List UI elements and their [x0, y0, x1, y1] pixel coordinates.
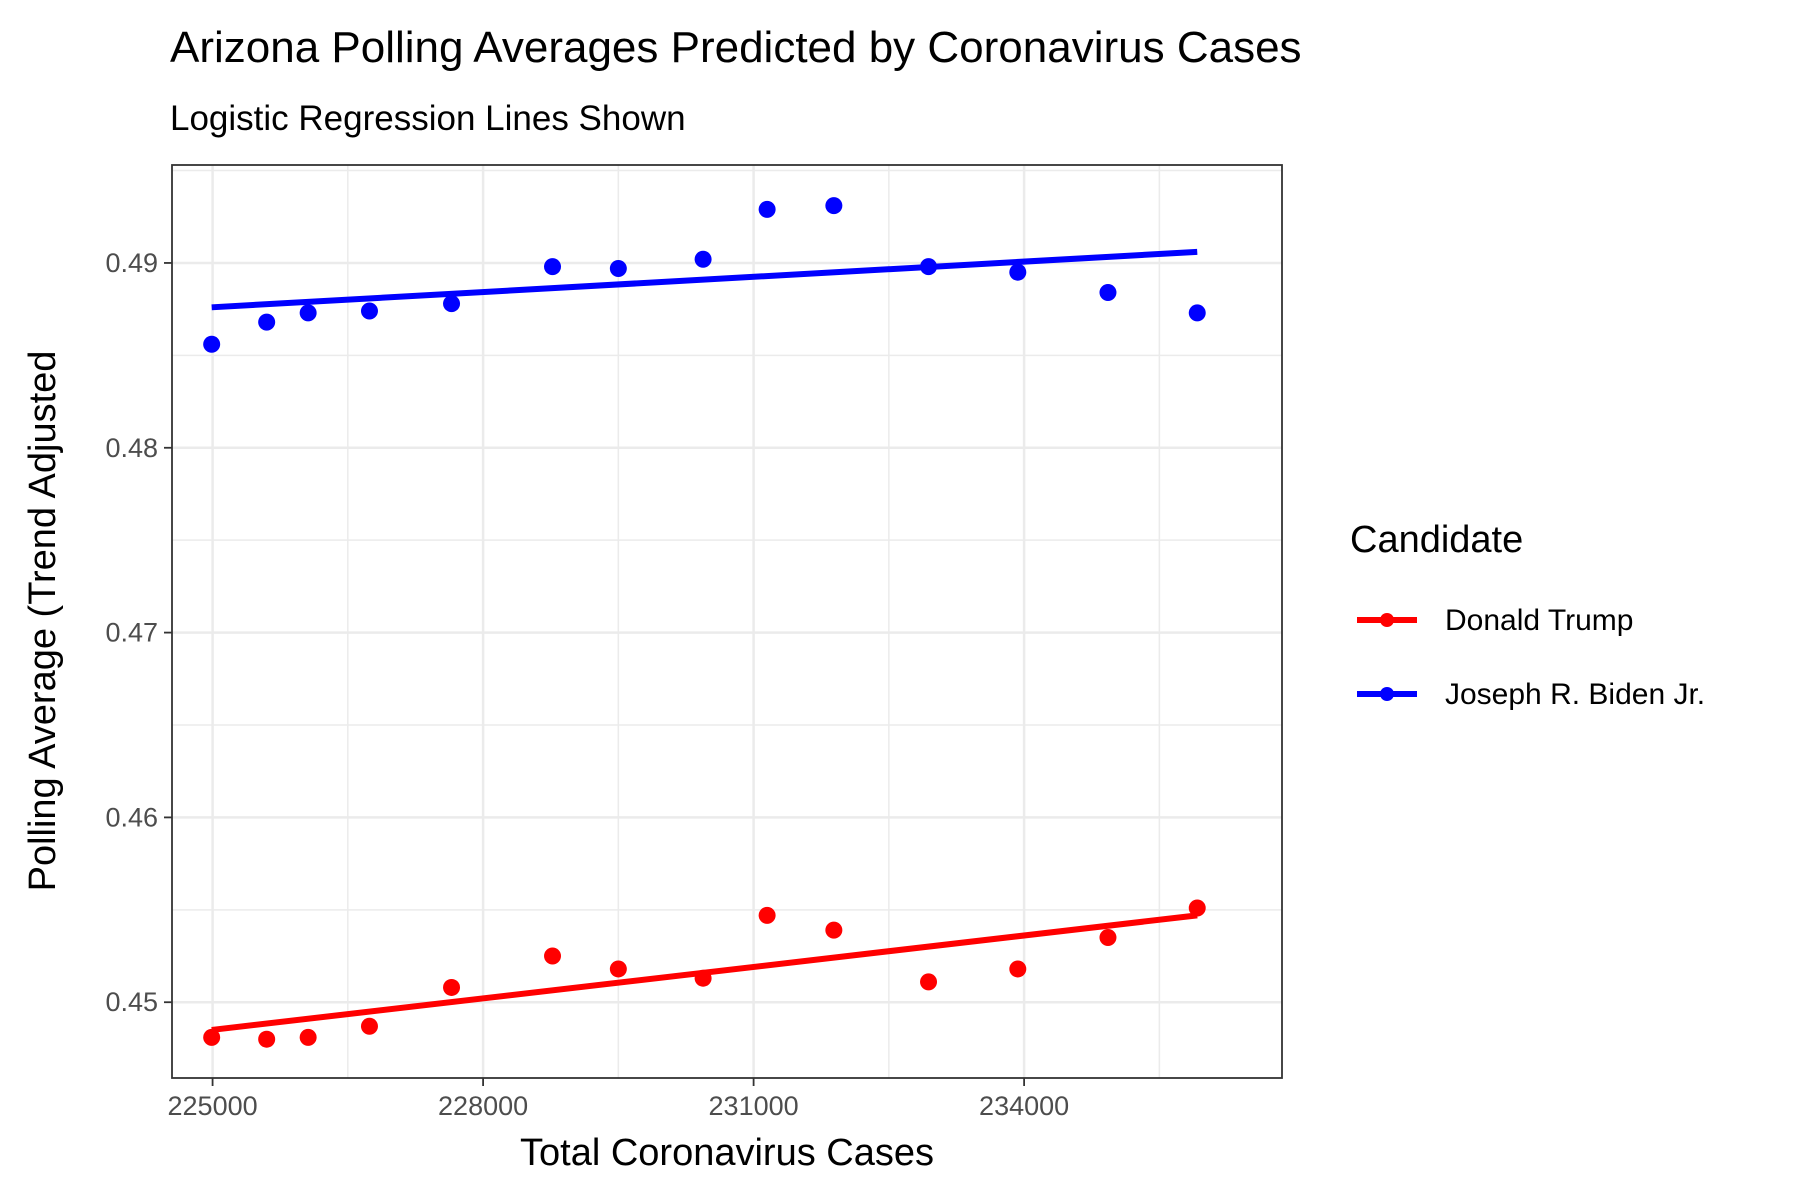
data-point-joseph-r-biden-jr [758, 200, 776, 218]
data-point-joseph-r-biden-jr [203, 335, 221, 353]
data-point-joseph-r-biden-jr [360, 302, 378, 320]
data-point-joseph-r-biden-jr [544, 258, 562, 276]
data-point-donald-trump [920, 973, 938, 991]
data-point-donald-trump [758, 906, 776, 924]
y-tick-label: 0.49 [105, 248, 158, 278]
data-point-donald-trump [360, 1017, 378, 1035]
data-point-donald-trump [544, 947, 562, 965]
data-point-joseph-r-biden-jr [825, 197, 843, 215]
data-point-joseph-r-biden-jr [299, 304, 317, 322]
major-gridlines [172, 165, 1282, 1078]
x-tick-label: 234000 [979, 1091, 1069, 1121]
legend-key-dot-joseph-r-biden-jr [1380, 687, 1394, 701]
data-point-donald-trump [694, 969, 712, 987]
x-tick-label: 228000 [438, 1091, 528, 1121]
regression-line-joseph-r-biden-jr [211, 248, 1198, 311]
data-point-joseph-r-biden-jr [258, 313, 276, 331]
y-tick-label: 0.46 [105, 802, 158, 832]
x-tick-label: 231000 [709, 1091, 799, 1121]
data-point-joseph-r-biden-jr [1188, 304, 1206, 322]
y-tick-label: 0.48 [105, 433, 158, 463]
data-point-joseph-r-biden-jr [920, 258, 938, 276]
chart-subtitle: Logistic Regression Lines Shown [170, 99, 686, 138]
x-axis-title: Total Coronavirus Cases [520, 1132, 934, 1174]
data-point-donald-trump [258, 1030, 276, 1048]
y-tick-label: 0.45 [105, 987, 158, 1017]
data-point-donald-trump [1009, 960, 1027, 978]
data-point-donald-trump [443, 978, 461, 996]
plot-border [171, 164, 1283, 1079]
legend-title: Candidate [1350, 519, 1523, 561]
data-point-joseph-r-biden-jr [1009, 263, 1027, 281]
x-axis-ticks: 225000 228000 231000 234000 [168, 1078, 1069, 1121]
data-points [203, 197, 1206, 1048]
data-point-donald-trump [1099, 929, 1117, 947]
data-point-joseph-r-biden-jr [1099, 284, 1117, 302]
legend-key-dot-donald-trump [1380, 613, 1394, 627]
data-point-joseph-r-biden-jr [443, 295, 461, 313]
y-axis-ticks: 0.45 0.46 0.47 0.48 0.49 [105, 248, 172, 1017]
y-axis-title: Polling Average (Trend Adjusted [22, 351, 64, 892]
data-point-joseph-r-biden-jr [694, 250, 712, 268]
data-point-donald-trump [609, 960, 627, 978]
legend-label-donald-trump: Donald Trump [1445, 604, 1633, 637]
data-point-donald-trump [203, 1028, 221, 1046]
data-point-donald-trump [825, 921, 843, 939]
legend-label-joseph-r-biden-jr: Joseph R. Biden Jr. [1445, 678, 1705, 711]
legend: Candidate Donald Trump Joseph R. Biden J… [1350, 519, 1705, 711]
legend-item-joseph-r-biden-jr: Joseph R. Biden Jr. [1357, 678, 1705, 711]
x-tick-label: 225000 [168, 1091, 258, 1121]
data-point-donald-trump [299, 1028, 317, 1046]
data-point-donald-trump [1188, 899, 1206, 917]
data-point-joseph-r-biden-jr [609, 259, 627, 277]
plot-area [171, 164, 1283, 1079]
minor-gridlines [172, 165, 1282, 1078]
chart-title: Arizona Polling Averages Predicted by Co… [170, 23, 1302, 72]
y-tick-label: 0.47 [105, 618, 158, 648]
legend-item-donald-trump: Donald Trump [1357, 604, 1633, 637]
